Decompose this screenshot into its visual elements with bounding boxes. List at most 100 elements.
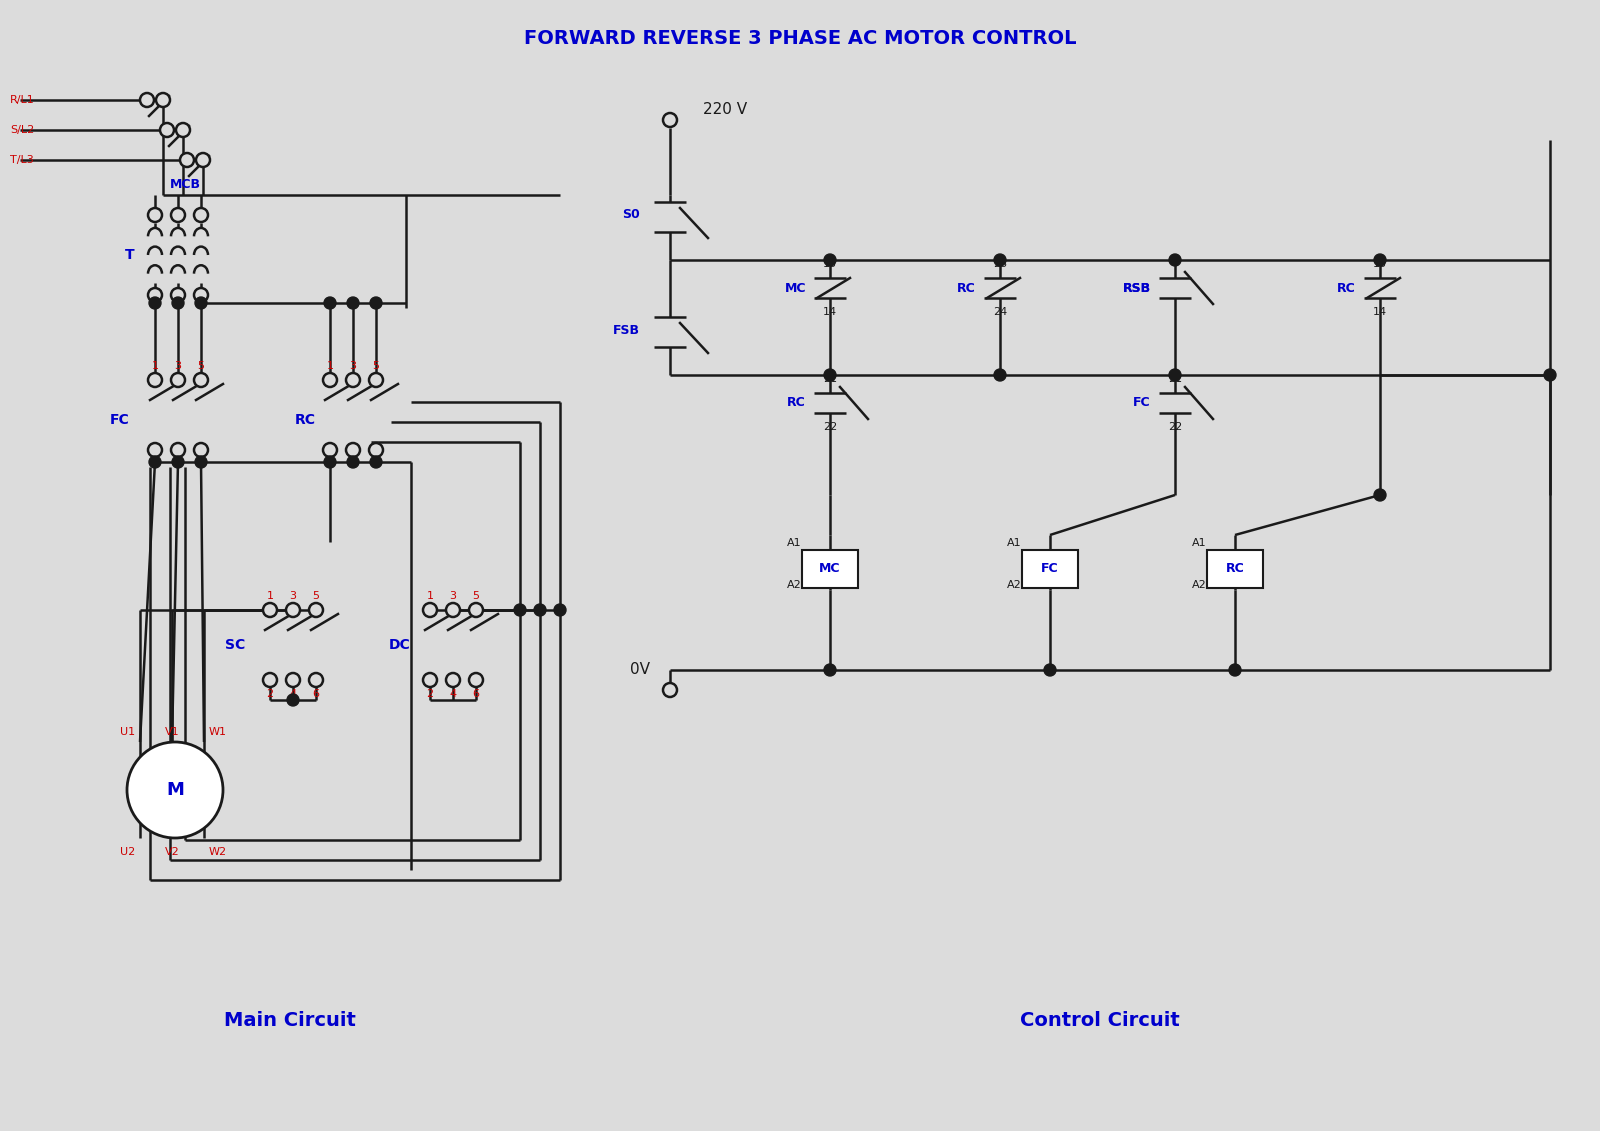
Text: A2: A2 xyxy=(1192,580,1206,590)
Circle shape xyxy=(309,673,323,687)
Text: 5: 5 xyxy=(472,592,480,601)
Text: MC: MC xyxy=(784,282,806,294)
Circle shape xyxy=(149,456,162,468)
Text: 5: 5 xyxy=(197,361,205,371)
Text: 23: 23 xyxy=(994,259,1006,269)
Text: FC: FC xyxy=(1133,397,1150,409)
Text: 3: 3 xyxy=(290,592,296,601)
Circle shape xyxy=(370,456,382,468)
Text: T: T xyxy=(125,248,134,262)
Text: R/L1: R/L1 xyxy=(10,95,35,105)
Circle shape xyxy=(147,288,162,302)
Text: 6: 6 xyxy=(312,689,320,699)
Text: 24: 24 xyxy=(994,307,1006,317)
Text: RC: RC xyxy=(1338,282,1357,294)
Circle shape xyxy=(262,673,277,687)
Text: 3: 3 xyxy=(450,592,456,601)
Text: 6: 6 xyxy=(373,459,379,469)
Text: 1: 1 xyxy=(326,361,333,371)
Text: FC: FC xyxy=(110,413,130,428)
Text: W2: W2 xyxy=(210,847,227,857)
Text: RSB: RSB xyxy=(1123,282,1150,294)
Circle shape xyxy=(147,443,162,457)
Text: W1: W1 xyxy=(210,727,227,737)
Circle shape xyxy=(147,208,162,222)
Circle shape xyxy=(286,673,301,687)
Text: 21: 21 xyxy=(822,374,837,385)
Text: 22: 22 xyxy=(822,422,837,432)
Circle shape xyxy=(422,673,437,687)
Text: 2: 2 xyxy=(427,689,434,699)
Circle shape xyxy=(141,93,154,107)
Text: Main Circuit: Main Circuit xyxy=(224,1010,355,1029)
Text: 22: 22 xyxy=(1168,422,1182,432)
Text: 5: 5 xyxy=(373,361,379,371)
Circle shape xyxy=(323,297,336,309)
Circle shape xyxy=(1229,664,1242,676)
Text: MC: MC xyxy=(819,562,840,576)
Circle shape xyxy=(422,603,437,618)
Text: A1: A1 xyxy=(1192,538,1206,549)
Circle shape xyxy=(370,297,382,309)
Circle shape xyxy=(147,373,162,387)
Circle shape xyxy=(323,456,336,468)
Circle shape xyxy=(195,297,206,309)
Circle shape xyxy=(370,443,382,457)
Text: SC: SC xyxy=(226,638,245,651)
Text: RSB: RSB xyxy=(1123,282,1150,294)
Text: 2: 2 xyxy=(267,689,274,699)
Text: 2: 2 xyxy=(326,459,333,469)
Circle shape xyxy=(469,603,483,618)
Text: T/L3: T/L3 xyxy=(10,155,34,165)
Text: 2: 2 xyxy=(152,459,158,469)
Text: U1: U1 xyxy=(120,727,136,737)
Circle shape xyxy=(1043,664,1056,676)
Text: 6: 6 xyxy=(197,459,205,469)
Circle shape xyxy=(554,604,566,616)
Circle shape xyxy=(514,604,526,616)
Circle shape xyxy=(1170,254,1181,266)
Text: 14: 14 xyxy=(822,307,837,317)
Circle shape xyxy=(173,456,184,468)
Circle shape xyxy=(323,373,338,387)
Circle shape xyxy=(171,208,186,222)
Text: 4: 4 xyxy=(450,689,456,699)
Circle shape xyxy=(662,113,677,127)
Text: A1: A1 xyxy=(787,538,802,549)
Circle shape xyxy=(824,254,835,266)
Text: 3: 3 xyxy=(174,361,181,371)
Text: MCB: MCB xyxy=(170,179,200,191)
Text: A1: A1 xyxy=(1008,538,1022,549)
FancyBboxPatch shape xyxy=(802,550,858,588)
Circle shape xyxy=(171,443,186,457)
Circle shape xyxy=(194,443,208,457)
Text: S0: S0 xyxy=(622,208,640,222)
Circle shape xyxy=(286,694,299,706)
Text: 6: 6 xyxy=(472,689,480,699)
Text: 4: 4 xyxy=(290,689,296,699)
Text: 1: 1 xyxy=(427,592,434,601)
Text: V1: V1 xyxy=(165,727,179,737)
Text: 4: 4 xyxy=(349,459,357,469)
Text: FC: FC xyxy=(1042,562,1059,576)
Text: 1: 1 xyxy=(152,361,158,371)
Circle shape xyxy=(179,153,194,167)
Text: U2: U2 xyxy=(120,847,136,857)
Circle shape xyxy=(176,123,190,137)
Text: 14: 14 xyxy=(1373,307,1387,317)
Text: 3: 3 xyxy=(349,361,357,371)
Circle shape xyxy=(173,297,184,309)
Circle shape xyxy=(286,603,301,618)
Circle shape xyxy=(346,373,360,387)
Text: FSB: FSB xyxy=(613,323,640,337)
Text: RC: RC xyxy=(787,397,806,409)
Text: 21: 21 xyxy=(1168,374,1182,385)
Circle shape xyxy=(347,297,358,309)
FancyBboxPatch shape xyxy=(1022,550,1078,588)
Circle shape xyxy=(194,288,208,302)
Text: 13: 13 xyxy=(1373,259,1387,269)
Circle shape xyxy=(171,288,186,302)
Text: DC: DC xyxy=(389,638,411,651)
Circle shape xyxy=(1374,254,1386,266)
Text: V2: V2 xyxy=(165,847,179,857)
